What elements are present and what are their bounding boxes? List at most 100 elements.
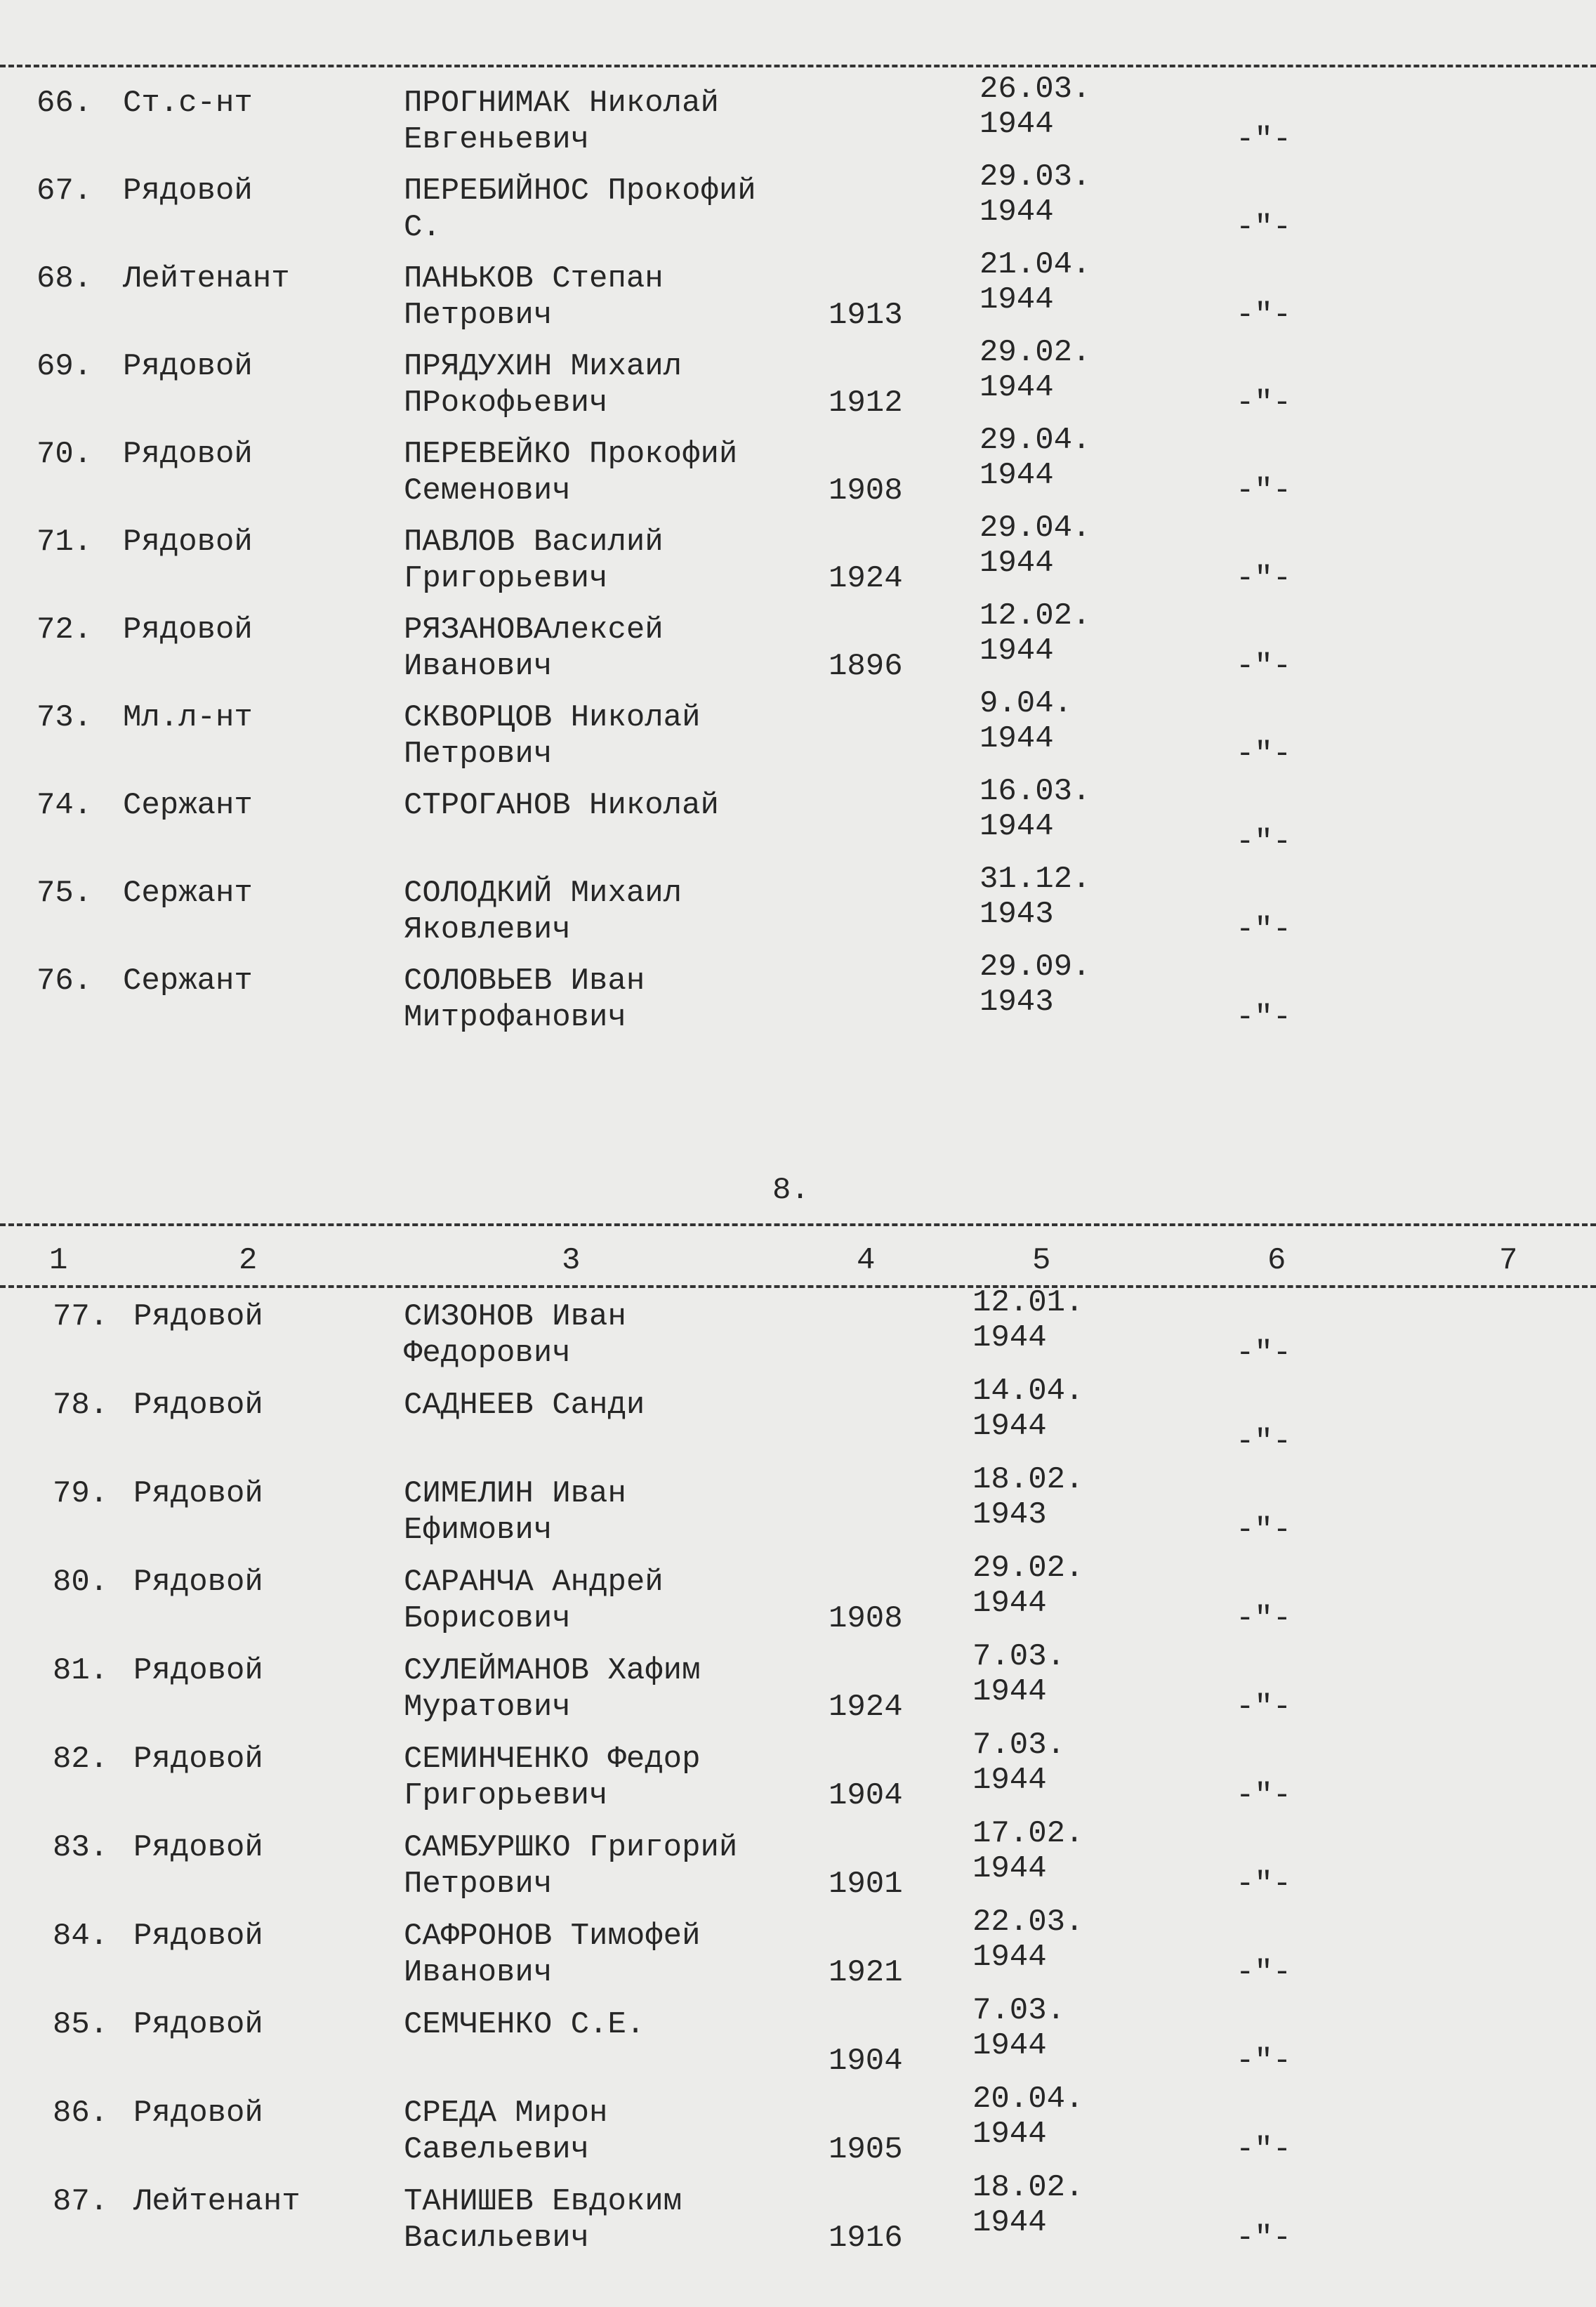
date: 29.03.: [980, 159, 1091, 195]
row-number: 86.: [53, 2096, 109, 2131]
date: 1944: [972, 1763, 1047, 1798]
ditto: -"-: [1236, 473, 1292, 508]
name: СОЛОВЬЕВ Иван: [404, 964, 645, 999]
row-number: 80.: [53, 1565, 109, 1600]
name: ПРОГНИМАК Николай: [404, 86, 719, 121]
date: 1944: [972, 2117, 1047, 2152]
name: Митрофанович: [404, 1000, 626, 1035]
ditto: -"-: [1236, 1000, 1292, 1035]
row-number: 83.: [53, 1830, 109, 1865]
birth-year: 1905: [829, 2132, 903, 2167]
date: 7.03.: [972, 1728, 1066, 1763]
date: 29.09.: [980, 949, 1091, 985]
rank: Сержант: [123, 788, 253, 823]
date: 1944: [980, 370, 1054, 405]
row-number: 73.: [37, 700, 93, 735]
name: СРЕДА Мирон: [404, 2096, 608, 2131]
rule: [0, 1285, 1596, 1288]
ditto: -"-: [1236, 1336, 1292, 1371]
ditto: -"-: [1236, 2044, 1292, 2079]
rule: [0, 1223, 1596, 1226]
rank: Ст.с-нт: [123, 86, 253, 121]
row-number: 74.: [37, 788, 93, 823]
date: 1944: [980, 107, 1054, 142]
name: ПЕРЕБИЙНОС Прокофий: [404, 173, 756, 209]
name: Федорович: [404, 1336, 571, 1371]
date: 1943: [972, 1497, 1047, 1532]
row-number: 77.: [53, 1299, 109, 1334]
date: 29.04.: [980, 423, 1091, 458]
name: Григорьевич: [404, 561, 608, 596]
date: 18.02.: [972, 2170, 1084, 2205]
ditto: -"-: [1236, 122, 1292, 157]
column-number: 6: [1267, 1243, 1286, 1278]
date: 29.02.: [980, 335, 1091, 370]
name: СОЛОДКИЙ Михаил: [404, 876, 682, 911]
ditto: -"-: [1236, 1867, 1292, 1902]
name: САМБУРШКО Григорий: [404, 1830, 738, 1865]
row-number: 79.: [53, 1476, 109, 1511]
row-number: 87.: [53, 2184, 109, 2219]
row-number: 68.: [37, 261, 93, 296]
ditto: -"-: [1236, 1424, 1292, 1459]
ditto: -"-: [1236, 210, 1292, 245]
birth-year: 1908: [829, 1601, 903, 1636]
date: 1944: [980, 633, 1054, 669]
date: 29.02.: [972, 1551, 1084, 1586]
name: ПАВЛОВ Василий: [404, 525, 664, 560]
column-number: 7: [1499, 1243, 1518, 1278]
name: Савельевич: [404, 2132, 590, 2167]
name: Петрович: [404, 1867, 553, 1902]
date: 1944: [972, 1940, 1047, 1975]
date: 1944: [972, 1851, 1047, 1886]
date: 29.04.: [980, 511, 1091, 546]
name: СТРОГАНОВ Николай: [404, 788, 719, 823]
date: 12.01.: [972, 1285, 1084, 1320]
date: 1944: [980, 546, 1054, 581]
birth-year: 1904: [829, 2044, 903, 2079]
name: САФРОНОВ Тимофей: [404, 1919, 701, 1954]
birth-year: 1916: [829, 2221, 903, 2256]
name: САДНЕЕВ Санди: [404, 1388, 645, 1423]
birth-year: 1904: [829, 1778, 903, 1813]
ditto: -"-: [1236, 2132, 1292, 2167]
name: Петрович: [404, 737, 553, 772]
date: 1944: [980, 809, 1054, 844]
date: 1943: [980, 897, 1054, 932]
name: СЕМИНЧЕНКО Федор: [404, 1742, 701, 1777]
name: ПАНЬКОВ Степан: [404, 261, 664, 296]
date: 1944: [980, 195, 1054, 230]
column-number: 4: [857, 1243, 876, 1278]
rank: Рядовой: [133, 1299, 263, 1334]
rank: Рядовой: [133, 1919, 263, 1954]
row-number: 72.: [37, 612, 93, 648]
name: САРАНЧА Андрей: [404, 1565, 664, 1600]
date: 22.03.: [972, 1905, 1084, 1940]
rank: Сержант: [123, 876, 253, 911]
birth-year: 1901: [829, 1867, 903, 1902]
rank: Рядовой: [133, 2096, 263, 2131]
name: СИЗОНОВ Иван: [404, 1299, 626, 1334]
rank: Рядовой: [123, 612, 253, 648]
name: Ефимович: [404, 1513, 553, 1548]
date: 1944: [980, 282, 1054, 317]
name: С.: [404, 210, 441, 245]
date: 1944: [980, 458, 1054, 493]
row-number: 85.: [53, 2007, 109, 2042]
row-number: 71.: [37, 525, 93, 560]
row-number: 69.: [37, 349, 93, 384]
rank: Рядовой: [123, 437, 253, 472]
birth-year: 1908: [829, 473, 903, 508]
ditto: -"-: [1236, 824, 1292, 860]
name: Васильевич: [404, 2221, 590, 2256]
rank: Рядовой: [123, 349, 253, 384]
ditto: -"-: [1236, 1601, 1292, 1636]
date: 26.03.: [980, 72, 1091, 107]
name: Муратович: [404, 1690, 571, 1725]
column-number: 1: [49, 1243, 68, 1278]
birth-year: 1912: [829, 386, 903, 421]
ditto: -"-: [1236, 1955, 1292, 1990]
name: СУЛЕЙМАНОВ Хафим: [404, 1653, 701, 1688]
date: 17.02.: [972, 1816, 1084, 1851]
